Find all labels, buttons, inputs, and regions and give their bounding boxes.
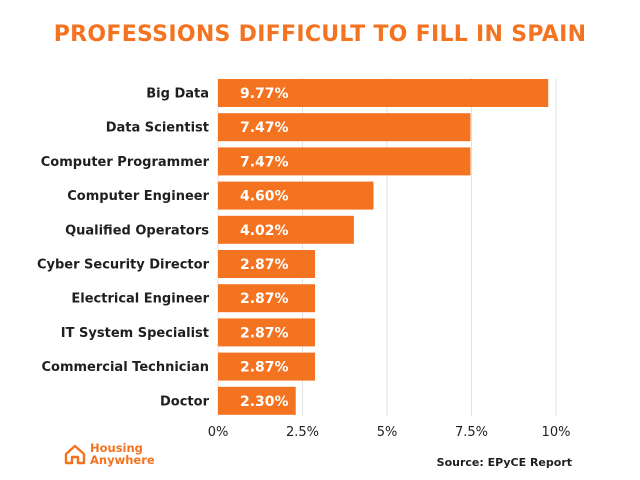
value-label: 4.02% bbox=[240, 223, 289, 239]
category-label: Doctor bbox=[160, 394, 210, 409]
category-label: Qualified Operators bbox=[65, 223, 209, 238]
logo-line-1: Housing bbox=[90, 441, 143, 455]
category-label: Computer Programmer bbox=[41, 155, 210, 170]
category-label: Commercial Technician bbox=[41, 360, 209, 375]
bar bbox=[218, 284, 316, 313]
value-label: 2.30% bbox=[240, 394, 289, 410]
value-label: 4.60% bbox=[240, 189, 289, 205]
category-label: Computer Engineer bbox=[67, 189, 209, 204]
category-label: IT System Specialist bbox=[61, 326, 209, 341]
bar bbox=[218, 181, 374, 210]
x-tick-label: 5% bbox=[377, 425, 398, 440]
x-tick-label: 0% bbox=[208, 425, 229, 440]
bars bbox=[218, 79, 549, 415]
value-labels: 9.77% 7.47% 7.47% 4.60% 4.02% 2.87% 2.87% 2.87%… bbox=[240, 86, 289, 410]
value-label: 7.47% bbox=[240, 154, 289, 170]
category-label: Data Scientist bbox=[106, 121, 209, 136]
x-tick-label: 10% bbox=[542, 425, 571, 440]
category-label: Electrical Engineer bbox=[71, 292, 209, 307]
logo-text: Housing Anywhere bbox=[90, 442, 155, 466]
bar bbox=[218, 352, 316, 381]
logo-line-2: Anywhere bbox=[90, 453, 155, 467]
category-label: Big Data bbox=[146, 87, 209, 102]
category-label: Cyber Security Director bbox=[37, 258, 210, 273]
value-label: 7.47% bbox=[240, 120, 289, 136]
category-labels: Big Data Data Scientist Computer Programme… bbox=[37, 87, 210, 410]
bar bbox=[218, 386, 296, 415]
bar bbox=[218, 147, 471, 176]
bar bbox=[218, 250, 316, 278]
chart-title: PROFESSIONS DIFFICULT TO FILL IN SPAIN bbox=[53, 22, 587, 47]
source-note: Source: EPyCE Report bbox=[436, 456, 572, 469]
x-tick-labels: 0% 2.5% 5% 7.5% 10% bbox=[208, 425, 571, 440]
bar bbox=[218, 318, 316, 347]
bar bbox=[218, 113, 471, 142]
bar bbox=[218, 79, 549, 107]
value-label: 2.87% bbox=[240, 257, 289, 273]
value-label: 9.77% bbox=[240, 86, 289, 102]
house-icon bbox=[64, 444, 86, 465]
value-label: 2.87% bbox=[240, 325, 289, 341]
bar bbox=[218, 215, 354, 244]
value-label: 2.87% bbox=[240, 291, 289, 307]
x-tick-label: 2.5% bbox=[286, 425, 319, 440]
value-label: 2.87% bbox=[240, 360, 289, 376]
x-tick-label: 7.5% bbox=[455, 425, 488, 440]
housing-anywhere-logo: Housing Anywhere bbox=[64, 442, 155, 466]
